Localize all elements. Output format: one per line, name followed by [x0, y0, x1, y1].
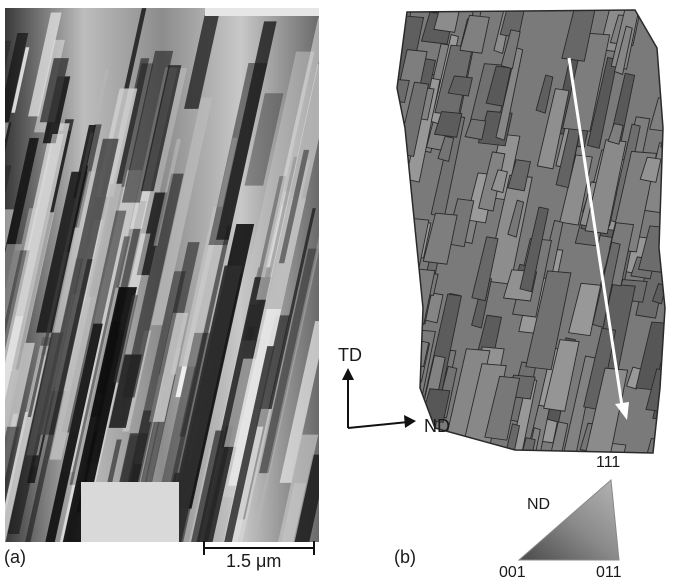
- axis-td-label: TD: [338, 346, 362, 364]
- ipf-direction-label: ND: [527, 497, 550, 513]
- panel-a-label: (a): [4, 548, 26, 566]
- tem-inset-patch: [81, 482, 179, 542]
- ipf-corner-111: 111: [596, 455, 620, 471]
- panel-b-label: (b): [394, 548, 416, 566]
- tem-micrograph: [5, 8, 319, 542]
- axis-nd-label: ND: [424, 417, 450, 435]
- scale-bar-label: 1.5 μm: [226, 552, 281, 570]
- ipf-key-triangle: [515, 478, 625, 563]
